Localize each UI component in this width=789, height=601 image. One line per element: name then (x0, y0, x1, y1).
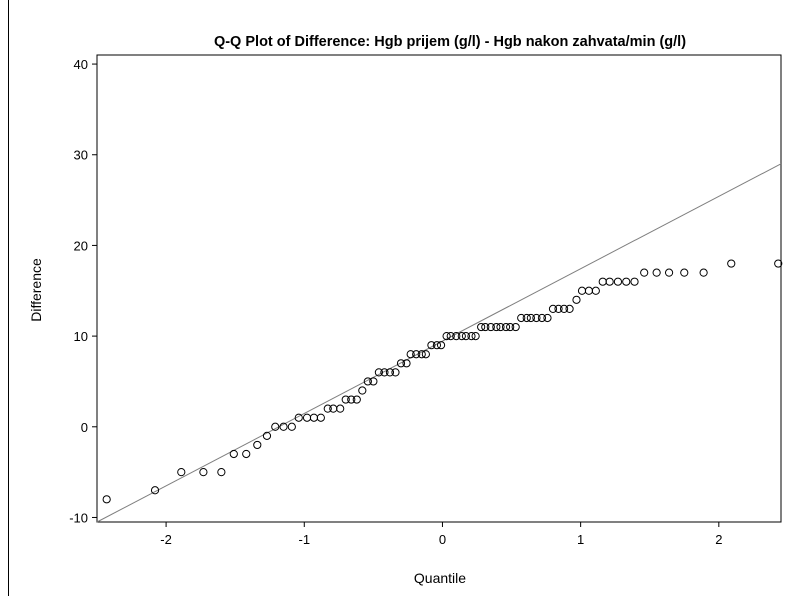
data-point (199, 468, 208, 477)
x-tick-label: -2 (160, 532, 172, 547)
plot-frame (96, 54, 782, 523)
data-point (517, 313, 526, 323)
data-point (486, 322, 495, 332)
data-point (664, 268, 674, 277)
data-point (598, 277, 607, 286)
data-point (421, 350, 430, 359)
data-point (432, 341, 442, 350)
data-point (229, 449, 238, 459)
data-point (374, 368, 383, 377)
data-point (442, 332, 451, 341)
data-point (452, 332, 461, 341)
data-point (102, 495, 111, 504)
reference-line (96, 163, 782, 523)
data-point (341, 395, 350, 404)
data-point (526, 313, 535, 323)
y-tick-label: -10 (69, 510, 88, 525)
data-point (537, 313, 547, 323)
data-point (471, 332, 480, 341)
data-point (572, 295, 581, 304)
data-point (640, 268, 649, 277)
y-tick-label: 40 (74, 57, 88, 72)
y-tick-label: 0 (81, 420, 88, 435)
data-point (217, 468, 226, 477)
data-point (652, 268, 661, 277)
data-point (622, 277, 631, 286)
data-point (336, 404, 345, 413)
data-point (402, 359, 411, 368)
data-point (467, 332, 476, 341)
data-point (294, 413, 303, 422)
data-point (385, 368, 395, 377)
data-point (406, 350, 415, 359)
data-point (477, 322, 486, 332)
data-point (565, 304, 574, 314)
data-point (380, 368, 389, 377)
data-point (446, 332, 455, 341)
data-point (522, 313, 531, 323)
data-point (347, 395, 356, 404)
data-point (506, 322, 515, 332)
data-point (358, 386, 367, 395)
data-point (436, 341, 446, 350)
x-tick-label: 1 (577, 532, 584, 547)
data-point (492, 322, 501, 332)
data-point (481, 322, 490, 332)
data-point (501, 322, 511, 332)
data-point (554, 304, 563, 314)
data-point (316, 413, 325, 422)
x-tick-label: 2 (715, 532, 722, 547)
data-point (271, 422, 280, 431)
data-point (253, 440, 262, 450)
data-point (532, 313, 541, 323)
data-point (352, 395, 361, 404)
x-tick-label: -1 (298, 532, 310, 547)
data-point (548, 304, 558, 314)
data-point (391, 368, 400, 377)
data-point (279, 422, 288, 431)
data-point (457, 332, 466, 341)
data-point (699, 268, 708, 277)
data-point (496, 322, 505, 332)
data-point (369, 377, 378, 386)
data-point (323, 404, 332, 413)
data-point (242, 449, 251, 459)
data-point (309, 413, 319, 422)
data-point (302, 413, 312, 422)
data-point (329, 404, 338, 413)
data-point (591, 286, 600, 295)
data-point (727, 259, 736, 268)
data-point (396, 359, 406, 368)
data-point (363, 377, 372, 386)
x-axis-label: Quantile (414, 570, 466, 586)
data-point (150, 486, 160, 495)
data-point (511, 322, 520, 332)
data-point (680, 268, 689, 277)
y-tick-label: 20 (74, 238, 88, 253)
y-axis-label: Difference (28, 258, 44, 322)
data-point (577, 286, 587, 295)
data-point (630, 277, 639, 286)
y-tick-label: 10 (74, 329, 88, 344)
data-point (774, 259, 783, 268)
data-point (412, 350, 421, 359)
data-point (584, 286, 594, 295)
y-tick-label: 30 (74, 148, 88, 163)
data-point (605, 277, 614, 286)
x-tick-label: 0 (439, 532, 446, 547)
chart-title: Q-Q Plot of Difference: Hgb prijem (g/l)… (214, 34, 686, 50)
data-point (543, 313, 552, 323)
data-point (613, 277, 623, 286)
data-point (417, 350, 426, 359)
data-point (262, 431, 272, 440)
data-point (559, 304, 569, 314)
data-point (461, 332, 471, 341)
data-point (427, 341, 436, 350)
data-point (287, 422, 296, 431)
data-point (177, 468, 186, 477)
